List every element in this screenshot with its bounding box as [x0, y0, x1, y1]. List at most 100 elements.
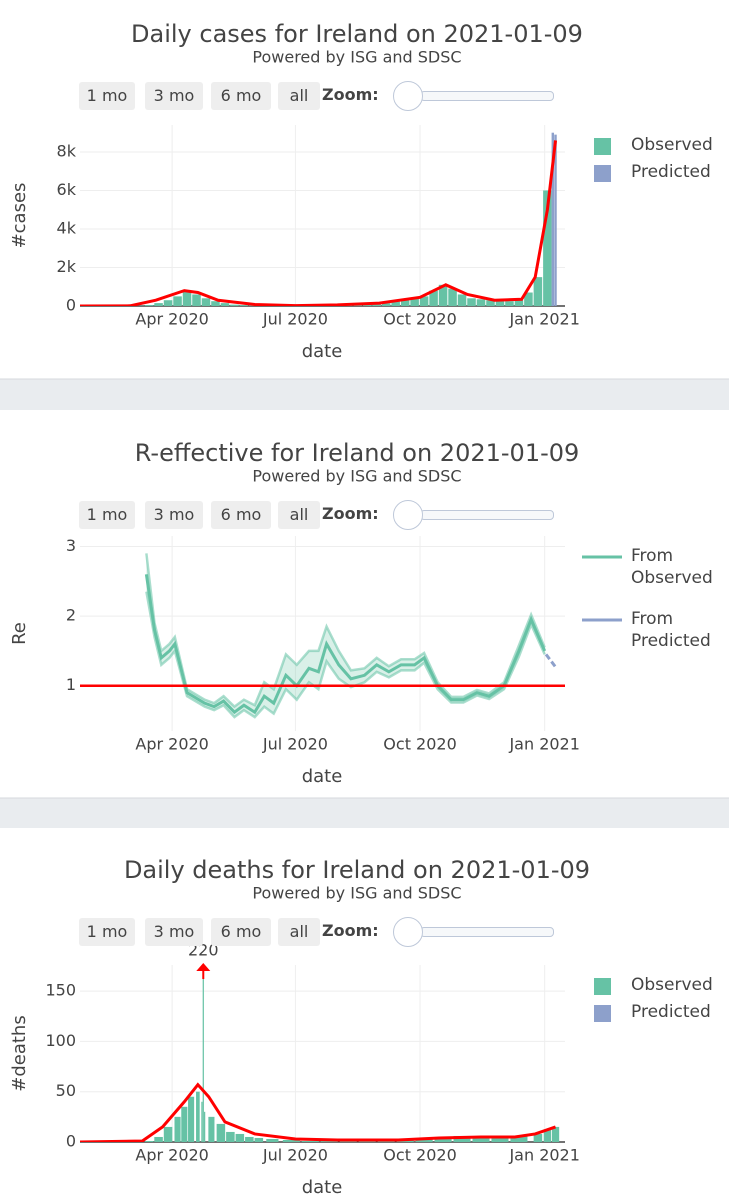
- range-button[interactable]: all: [278, 918, 320, 946]
- bar: [400, 300, 410, 306]
- bar: [196, 1091, 200, 1142]
- legend-swatch: [594, 165, 611, 182]
- bar: [429, 290, 438, 306]
- y-tick-label: 0: [66, 1132, 76, 1151]
- chart: R-effective for Ireland on 2021-01-09Pow…: [9, 439, 622, 787]
- bar: [230, 304, 239, 306]
- bar: [245, 1136, 254, 1142]
- y-tick-label: 8k: [57, 141, 77, 160]
- bar: [457, 294, 467, 306]
- bar: [339, 1140, 357, 1142]
- bar: [543, 1129, 552, 1142]
- y-tick-label: 100: [45, 1031, 76, 1050]
- bar: [144, 305, 154, 306]
- zoom-knob[interactable]: [393, 500, 423, 530]
- zoom-knob[interactable]: [393, 81, 423, 111]
- bar: [201, 298, 211, 306]
- bar: [163, 1126, 173, 1142]
- legend-label[interactable]: Predicted: [631, 1002, 711, 1022]
- band-lower: [145, 591, 546, 719]
- range-button[interactable]: 1 mo: [79, 918, 135, 946]
- x-tick-label: Jan 2021: [508, 1146, 579, 1165]
- zoom-track[interactable]: [420, 510, 554, 520]
- range-button[interactable]: 1 mo: [79, 82, 135, 110]
- bar: [419, 296, 429, 306]
- x-tick-label: Oct 2020: [383, 735, 456, 754]
- legend-label[interactable]: Observed: [631, 975, 713, 995]
- range-button[interactable]: 3 mo: [145, 918, 203, 946]
- range-button[interactable]: 3 mo: [145, 501, 203, 529]
- bar: [543, 190, 552, 306]
- plot-area: [144, 553, 557, 719]
- legend-swatch: [594, 138, 611, 155]
- x-tick-label: Jul 2020: [262, 735, 328, 754]
- y-tick-label: 0: [66, 296, 76, 315]
- range-button[interactable]: all: [278, 82, 320, 110]
- bar: [467, 298, 476, 306]
- overflow-arrow-head: [196, 963, 211, 971]
- chart-subtitle: Powered by ISG and SDSC: [252, 48, 461, 67]
- bar: [486, 300, 495, 306]
- bar: [453, 1135, 471, 1142]
- range-button[interactable]: 3 mo: [145, 82, 203, 110]
- y-tick-label: 1: [66, 675, 76, 694]
- separator: [0, 379, 729, 410]
- zoom-label: Zoom:: [322, 504, 379, 523]
- chart-subtitle: Powered by ISG and SDSC: [252, 884, 461, 903]
- bar: [551, 132, 555, 306]
- chart-title: Daily cases for Ireland on 2021-01-09: [131, 20, 583, 48]
- x-tick-label: Oct 2020: [383, 1146, 456, 1165]
- bar: [510, 1135, 528, 1142]
- range-button[interactable]: 1 mo: [79, 501, 135, 529]
- bar: [495, 301, 505, 306]
- range-button[interactable]: 6 mo: [211, 501, 271, 529]
- bar: [202, 965, 204, 1142]
- y-tick-label: 3: [66, 536, 76, 555]
- bar: [239, 305, 249, 306]
- zoom-knob[interactable]: [393, 917, 423, 947]
- y-tick-label: 150: [45, 981, 76, 1000]
- bar: [282, 1139, 300, 1142]
- bar: [181, 1106, 188, 1142]
- bar: [533, 1133, 543, 1142]
- x-tick-label: Jul 2020: [262, 310, 328, 329]
- bar: [505, 301, 514, 306]
- y-tick-label: 4k: [57, 218, 77, 237]
- y-tick-label: 6k: [57, 180, 77, 199]
- bar: [144, 1140, 154, 1142]
- bar: [254, 1137, 264, 1142]
- x-tick-label: Oct 2020: [383, 310, 456, 329]
- legend-label[interactable]: Predicted: [631, 162, 711, 182]
- bar: [448, 288, 457, 306]
- plot-area: [80, 132, 558, 306]
- chart: Daily cases for Ireland on 2021-01-09Pow…: [9, 20, 611, 362]
- bar: [533, 277, 543, 306]
- bar: [551, 1126, 560, 1142]
- zoom-track[interactable]: [420, 927, 554, 937]
- series-line: [544, 653, 557, 668]
- legend-label[interactable]: From Observed: [631, 546, 713, 588]
- bar: [211, 301, 220, 306]
- x-tick-label: Apr 2020: [135, 1146, 208, 1165]
- bar: [216, 1123, 226, 1142]
- bar: [266, 1138, 279, 1142]
- bar: [320, 1140, 338, 1142]
- bar: [173, 296, 182, 306]
- range-button[interactable]: 6 mo: [211, 82, 271, 110]
- chart-subtitle: Powered by ISG and SDSC: [252, 467, 461, 486]
- bar: [220, 303, 230, 306]
- bar: [301, 1140, 319, 1142]
- range-button[interactable]: all: [278, 501, 320, 529]
- legend-label[interactable]: From Predicted: [631, 609, 711, 651]
- zoom-track[interactable]: [420, 91, 554, 101]
- bar: [415, 1138, 433, 1142]
- bar: [372, 303, 381, 306]
- y-tick-label: 2: [66, 606, 76, 625]
- range-button[interactable]: 6 mo: [211, 918, 271, 946]
- bar: [204, 1111, 206, 1142]
- legend-label[interactable]: Observed: [631, 135, 713, 155]
- bar: [410, 298, 419, 306]
- x-tick-label: Jan 2021: [508, 310, 579, 329]
